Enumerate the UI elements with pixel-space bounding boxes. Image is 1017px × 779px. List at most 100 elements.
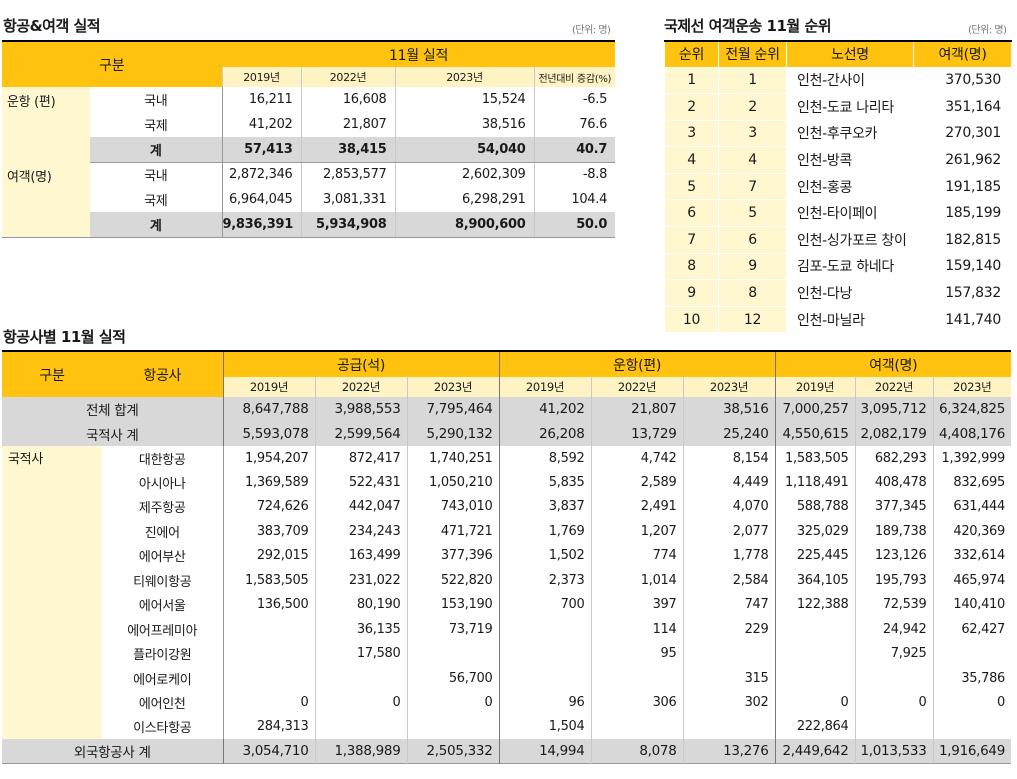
value-cell: 35,786 (932, 665, 1012, 691)
foreign-total-row-label: 외국항공사 계 (2, 739, 223, 764)
value-cell: 5,835 (498, 470, 591, 495)
value-cell (590, 714, 683, 740)
value-cell (222, 665, 315, 691)
value-cell: 4,550,615 (774, 421, 855, 446)
value-cell: 8,154 (682, 445, 775, 471)
prev-rank-cell: 3 (718, 119, 787, 148)
route-name-cell: 인천-마닐라 (786, 305, 914, 334)
foreign-total-row: 외국항공사 계 3,054,710 1,388,989 2,505,332 14,994… (2, 739, 1012, 764)
cell: 54,040 (394, 137, 535, 163)
value-cell (774, 665, 855, 691)
value-cell: 284,313 (222, 714, 315, 740)
year-change: 전년대비 증감(%) (533, 67, 616, 87)
value-cell: 1,740,251 (406, 445, 499, 471)
value-cell: 14,994 (498, 739, 591, 764)
value-cell: 1,769 (498, 519, 591, 544)
route-row: 3 3 인천-후쿠오카 270,301 (664, 119, 1012, 148)
cell: 16,608 (300, 87, 396, 112)
value-cell: 4,408,176 (932, 421, 1012, 446)
cell: 21,807 (300, 112, 396, 137)
value-cell: 140,410 (932, 592, 1012, 617)
airline-row: 아시아나 1,369,589 522,431 1,050,210 5,835 2,589 4… (2, 470, 1012, 495)
prev-rank-cell: 9 (718, 252, 787, 281)
airline-row: 에어인천 0 0 0 96 306 302 0 0 0 (2, 690, 1012, 715)
value-cell: 3,988,553 (314, 397, 407, 422)
cell: 41,202 (221, 112, 302, 137)
route-name-cell: 인천-도쿄 나리타 (786, 93, 914, 121)
rank-cell: 3 (664, 119, 719, 148)
cell: 6,964,045 (221, 187, 302, 212)
prev-rank-cell: 4 (718, 146, 787, 174)
value-cell: 302 (682, 690, 775, 715)
rank-cell: 8 (664, 252, 719, 281)
value-cell: 682,293 (854, 445, 933, 471)
value-cell: 315 (682, 665, 775, 691)
value-cell: 123,126 (854, 543, 933, 569)
value-cell (854, 714, 933, 740)
year-header: 2022년 (590, 377, 683, 397)
value-cell: 6,324,825 (932, 397, 1012, 422)
cell: 16,211 (221, 87, 302, 112)
year-2023: 2023년 (394, 67, 535, 87)
prev-rank-cell: 2 (718, 93, 787, 121)
value-cell: 7,925 (854, 641, 933, 666)
cell: 2,872,346 (221, 162, 302, 187)
cell: 38,516 (394, 112, 535, 137)
airline-name: 에어프레미아 (102, 616, 224, 642)
value-cell: 2,491 (590, 494, 683, 520)
value-cell: 0 (222, 690, 315, 715)
value-cell (406, 641, 499, 666)
value-cell: 222,864 (774, 714, 855, 740)
route-name-cell: 김포-도쿄 하네다 (786, 252, 914, 281)
value-cell: 2,505,332 (406, 739, 499, 764)
cell: 104.4 (533, 187, 616, 212)
airline-row: 진에어 383,709 234,243 471,721 1,769 1,207 2,077 3… (2, 519, 1012, 544)
route-ranking-table: 순위 전월 순위 노선명 여객(명) 1 1 인천-간사이 370,530 2 2 인천-도… (664, 40, 1012, 334)
cell: -6.5 (533, 87, 616, 112)
value-cell: 195,793 (854, 568, 933, 593)
value-cell: 420,369 (932, 519, 1012, 544)
passengers-cell: 157,832 (913, 279, 1012, 307)
domestic-group-label: 국적사 (2, 445, 102, 740)
value-cell: 0 (406, 690, 499, 715)
value-cell: 774 (590, 543, 683, 569)
domestic-total-row-label: 국적사 계 (2, 421, 223, 446)
route-name-cell: 인천-홍콩 (786, 172, 914, 201)
airline-row: 이스타항공 284,313 1,504 222,864 (2, 714, 1012, 740)
value-cell: 588,788 (774, 494, 855, 520)
value-cell: 2,584 (682, 568, 775, 593)
airline-name: 진에어 (102, 519, 224, 544)
value-cell: 872,417 (314, 445, 407, 471)
value-cell: 2,077 (682, 519, 775, 544)
prev-rank-cell: 5 (718, 199, 787, 228)
group-flights: 운항 (편) (2, 87, 90, 162)
airline-row: 에어서울 136,500 80,190 153,190 700 397 747 122,388… (2, 592, 1012, 617)
route-row: 7 6 인천-싱가포르 창이 182,815 (664, 226, 1012, 254)
rank-cell: 6 (664, 199, 719, 228)
year-header: 2023년 (682, 377, 775, 397)
year-header: 2019년 (222, 377, 315, 397)
value-cell: 1,207 (590, 519, 683, 544)
value-cell: 225,445 (774, 543, 855, 569)
value-cell: 2,373 (498, 568, 591, 593)
header-route: 노선명 (786, 40, 914, 67)
route-row: 4 4 인천-방콕 261,962 (664, 146, 1012, 174)
header-flights: 운항(편) (498, 351, 775, 377)
header-rank: 순위 (664, 40, 719, 67)
value-cell (498, 641, 591, 666)
year-header: 2022년 (314, 377, 407, 397)
value-cell (774, 641, 855, 666)
header-airline: 항공사 (102, 351, 223, 397)
year-header: 2022년 (854, 377, 933, 397)
row-label: 계 (90, 212, 223, 238)
value-cell: 5,290,132 (406, 421, 499, 446)
airline-name: 티웨이항공 (102, 568, 224, 593)
value-cell: 465,974 (932, 568, 1012, 593)
route-name-cell: 인천-간사이 (786, 66, 914, 95)
route-row: 2 2 인천-도쿄 나리타 351,164 (664, 93, 1012, 121)
value-cell: 4,070 (682, 494, 775, 520)
value-cell: 3,095,712 (854, 397, 933, 422)
value-cell: 522,820 (406, 568, 499, 593)
prev-rank-cell: 1 (718, 66, 787, 95)
domestic-total-row: 국적사 계 5,593,078 2,599,564 5,290,132 26,208 13… (2, 421, 1012, 446)
